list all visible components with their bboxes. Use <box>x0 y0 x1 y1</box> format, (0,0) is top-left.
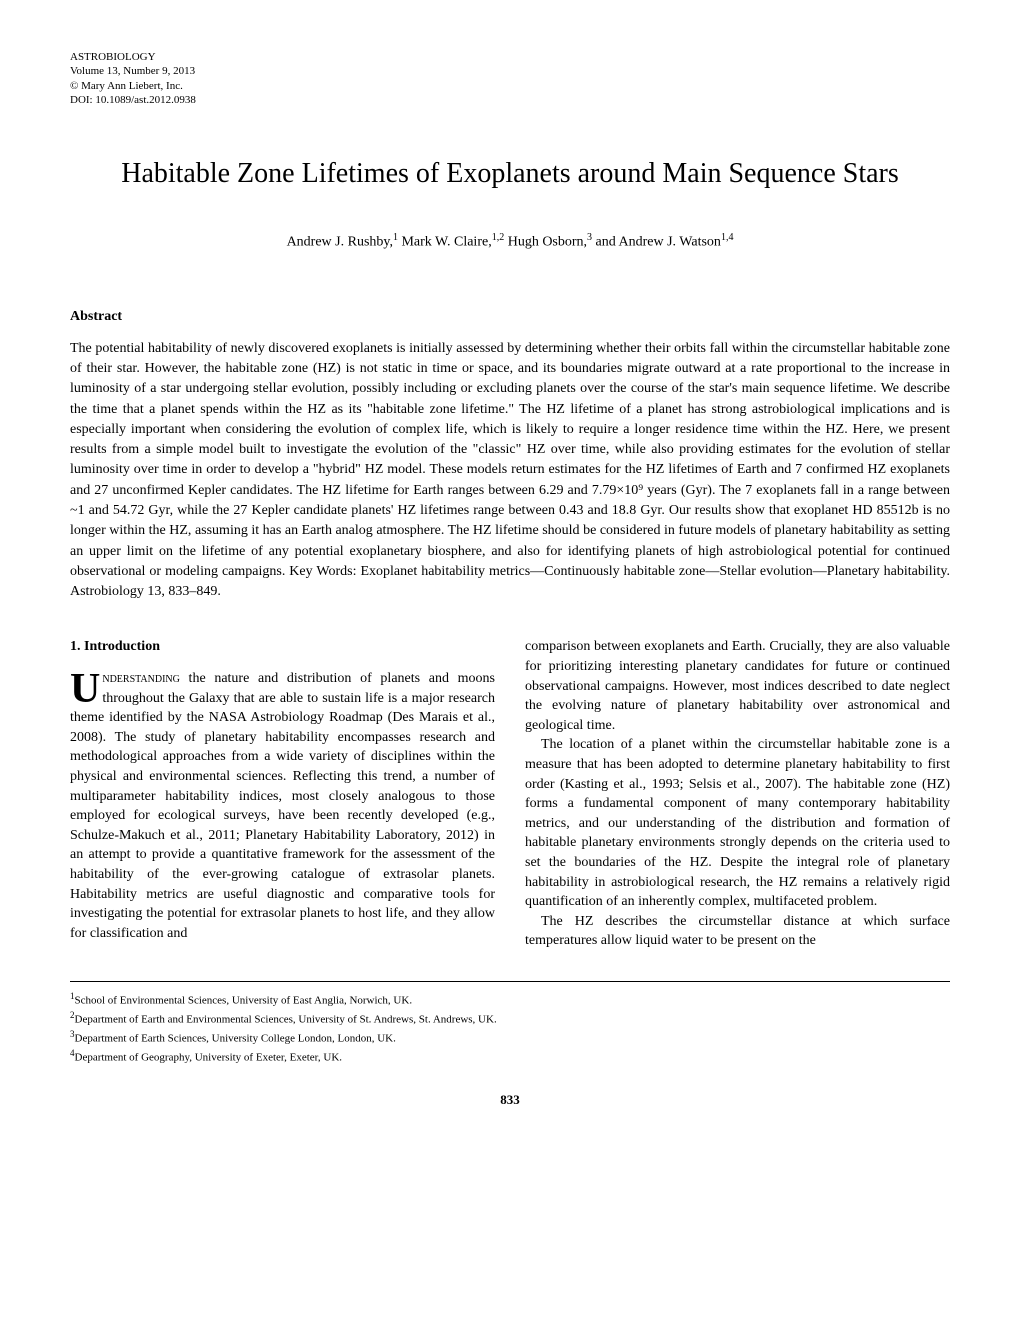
affiliation-1: 1School of Environmental Sciences, Unive… <box>70 990 950 1009</box>
intro-col2-p3: The HZ describes the circumstellar dista… <box>525 912 950 951</box>
right-column: comparison between exoplanets and Earth.… <box>525 637 950 951</box>
author-list: Andrew J. Rushby,1 Mark W. Claire,1,2 Hu… <box>70 231 950 252</box>
left-column: 1. Introduction Understanding the nature… <box>70 637 495 951</box>
journal-header: ASTROBIOLOGY Volume 13, Number 9, 2013 ©… <box>70 50 950 107</box>
intro-smallcaps: nderstanding <box>102 671 180 686</box>
journal-name: ASTROBIOLOGY <box>70 50 950 64</box>
journal-volume: Volume 13, Number 9, 2013 <box>70 64 950 78</box>
intro-col2-p2: The location of a planet within the circ… <box>525 735 950 911</box>
intro-col2-p1: comparison between exoplanets and Earth.… <box>525 637 950 735</box>
affiliation-4: 4Department of Geography, University of … <box>70 1047 950 1066</box>
affiliation-3: 3Department of Earth Sciences, Universit… <box>70 1028 950 1047</box>
article-title: Habitable Zone Lifetimes of Exoplanets a… <box>70 157 950 191</box>
dropcap: U <box>70 673 100 707</box>
abstract-text: The potential habitability of newly disc… <box>70 339 950 603</box>
body-columns: 1. Introduction Understanding the nature… <box>70 637 950 951</box>
intro-p1-text: the nature and distribution of planets a… <box>70 671 495 941</box>
journal-publisher: © Mary Ann Liebert, Inc. <box>70 79 950 93</box>
abstract-heading: Abstract <box>70 307 950 327</box>
section-1-heading: 1. Introduction <box>70 637 495 657</box>
affiliation-2: 2Department of Earth and Environmental S… <box>70 1009 950 1028</box>
affiliations: 1School of Environmental Sciences, Unive… <box>70 981 950 1066</box>
page-number: 833 <box>70 1091 950 1109</box>
journal-doi: DOI: 10.1089/ast.2012.0938 <box>70 93 950 107</box>
intro-paragraph-1: Understanding the nature and distributio… <box>70 669 495 943</box>
